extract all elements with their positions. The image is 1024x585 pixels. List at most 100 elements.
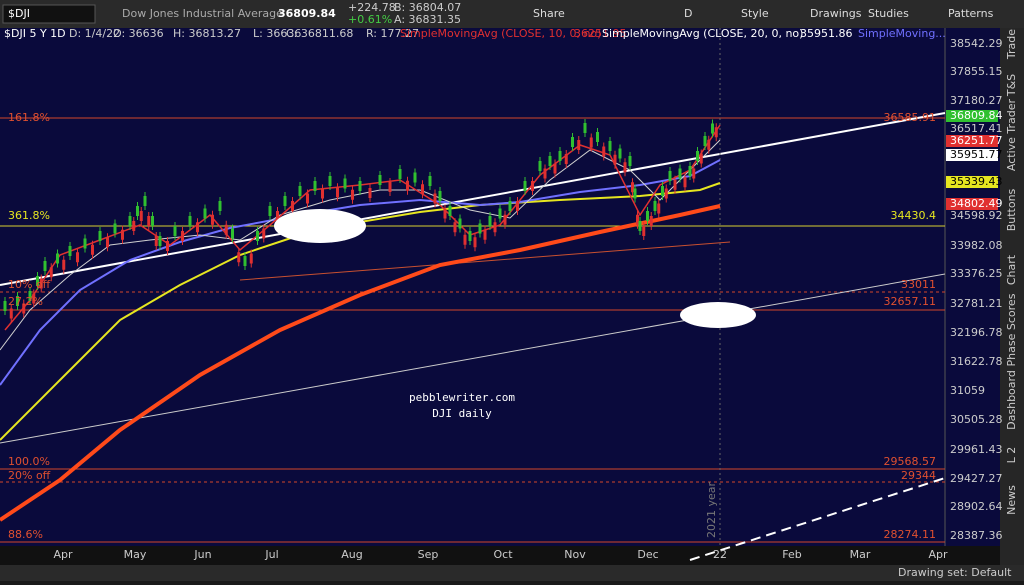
time-label: Apr	[928, 548, 948, 561]
time-label: May	[124, 548, 147, 561]
time-label: Aug	[341, 548, 362, 561]
price-tag	[946, 198, 998, 210]
price-label: 33982.08	[950, 239, 1003, 252]
legend-item: C: 36811.68	[286, 27, 353, 40]
legend-item: O: 36636	[113, 27, 164, 40]
time-label: Feb	[782, 548, 801, 561]
time-label: Nov	[564, 548, 586, 561]
legend-item: SimpleMoving...	[858, 27, 946, 40]
side-tab[interactable]: Chart	[1005, 254, 1018, 285]
ask: A: 36831.35	[394, 13, 461, 26]
price-label: 37180.27	[950, 94, 1003, 107]
price-label: 34598.92	[950, 209, 1003, 222]
price-label: 28902.64	[950, 500, 1003, 513]
price-label: 32196.78	[950, 326, 1003, 339]
legend-item: SimpleMovingAvg (CLOSE, 20, 0, no)	[602, 27, 803, 40]
side-tab[interactable]: Buttons	[1005, 188, 1018, 231]
price-tag	[946, 135, 998, 147]
drawing-set[interactable]: Drawing set: Default	[898, 566, 1012, 579]
fib-label: 27.2%	[8, 295, 43, 308]
year-marker: 2021 year	[705, 482, 718, 539]
side-tab[interactable]: Active Trader	[1005, 98, 1018, 171]
fib-value: 29344	[901, 469, 936, 482]
side-tab[interactable]: News	[1005, 485, 1018, 515]
price-label: 29961.43	[950, 443, 1003, 456]
fib-label: 161.8%	[8, 111, 50, 124]
legend-item: 36251.95	[574, 27, 627, 40]
toolbar-button[interactable]: Style	[741, 7, 769, 20]
fib-label: 100.0%	[8, 455, 50, 468]
legend-item: $DJI 5 Y 1D	[4, 27, 66, 40]
price-label: 30505.28	[950, 413, 1003, 426]
price-tag	[946, 176, 998, 188]
time-label: Jun	[193, 548, 211, 561]
change-pct: +0.61%	[348, 13, 392, 26]
time-label: Sep	[418, 548, 439, 561]
fib-label: 88.6%	[8, 528, 43, 541]
legend-item: 35951.86	[800, 27, 853, 40]
watermark: DJI daily	[432, 407, 492, 420]
price-label: 38542.29	[950, 37, 1003, 50]
fib-label: 20% off	[8, 469, 51, 482]
fib-label: 361.8%	[8, 209, 50, 222]
sma-200	[0, 204, 721, 522]
toolbar-button[interactable]: Studies	[868, 7, 909, 20]
symbol-box[interactable]	[2, 4, 96, 24]
price-tag-label: 35339.43	[950, 175, 1003, 188]
price-label: 32781.21	[950, 297, 1003, 310]
time-label: Apr	[53, 548, 73, 561]
time-axis	[0, 546, 1000, 565]
trend-line	[239, 241, 731, 281]
fib-value: 29568.57	[884, 455, 937, 468]
symbol[interactable]: $DJI	[8, 7, 30, 20]
side-tab[interactable]: Dashboard	[1005, 370, 1018, 430]
price-label: 31622.78	[950, 355, 1003, 368]
highlight	[680, 302, 756, 328]
trend-line	[0, 112, 946, 286]
drawings	[0, 28, 946, 561]
plot-area	[0, 28, 945, 546]
legend-item: L: 36636	[253, 27, 301, 40]
time-label: Dec	[637, 548, 658, 561]
time-label: Oct	[493, 548, 513, 561]
toolbar-button[interactable]: Patterns	[948, 7, 994, 20]
legend-item: SimpleMovingAvg (CLOSE, 10, 0, no)	[400, 27, 601, 40]
toolbar-button[interactable]: Share	[533, 7, 565, 20]
time-label: 22	[713, 548, 727, 561]
side-tab[interactable]: Trade	[1005, 29, 1018, 60]
watermark: pebblewriter.com	[409, 391, 515, 404]
price-label: 28387.36	[950, 529, 1003, 542]
sma-50	[0, 159, 721, 386]
side-tabs	[1000, 28, 1024, 565]
fib-value: 28274.11	[884, 528, 937, 541]
price-tag-label: 36809.84	[950, 109, 1003, 122]
instrument-name: Dow Jones Industrial Average	[122, 7, 283, 20]
side-tab[interactable]: T&S	[1005, 74, 1018, 97]
price-label: 36517.41	[950, 122, 1003, 135]
side-tab[interactable]: L 2	[1005, 447, 1018, 464]
fib-label: 10% off	[8, 278, 51, 291]
price-label: 37855.15	[950, 65, 1003, 78]
price-tag-label: 35951.77	[950, 148, 1003, 161]
price-label: 31059	[950, 384, 985, 397]
trend-line	[0, 273, 946, 444]
trend-line	[689, 477, 946, 561]
legend-item: R: 177.27	[366, 27, 419, 40]
toolbar-button[interactable]: Drawings	[810, 7, 862, 20]
fib-value: 33011	[901, 278, 936, 291]
highlight	[274, 209, 366, 243]
fib-value: 36585.91	[884, 111, 937, 124]
change: +224.78	[348, 1, 396, 14]
legend-item: H: 36813.27	[173, 27, 241, 40]
price-tag-label: 36251.77	[950, 134, 1003, 147]
side-tab[interactable]: Phase Scores	[1005, 293, 1018, 366]
toolbar-button[interactable]: D	[684, 7, 692, 20]
bid: B: 36804.07	[394, 1, 461, 14]
toolbar	[0, 0, 1024, 28]
price-label: 29427.27	[950, 472, 1003, 485]
fib-value: 34430.4	[891, 209, 937, 222]
price-tag-label: 34802.49	[950, 197, 1003, 210]
labels: $DJI Dow Jones Industrial Average 36809.84…	[4, 1, 1018, 579]
price-tag	[946, 110, 998, 122]
legend-item: D: 1/4/22	[69, 27, 120, 40]
